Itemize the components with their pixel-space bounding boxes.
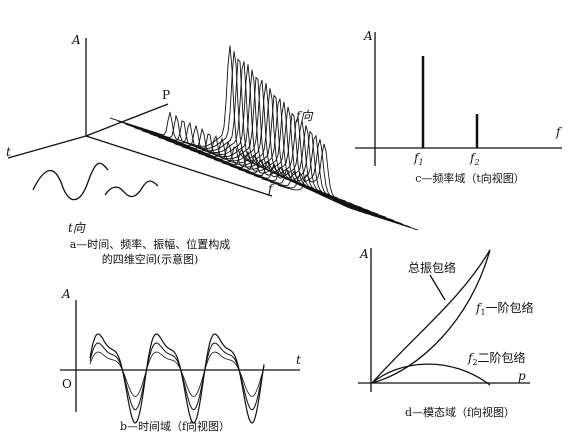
caption: 的四维空间(示意图): [102, 252, 199, 266]
label: f2二阶包络: [467, 350, 526, 367]
panel-a: A P t f向 f t向 a—时间、频率、振幅、位置构成 的四维空间(示意图): [6, 33, 419, 266]
axis: [85, 103, 169, 137]
label: f1: [413, 151, 424, 167]
label: 一阶包络: [486, 300, 534, 315]
label: A: [71, 33, 81, 47]
label: p: [518, 369, 526, 383]
wave: [89, 342, 265, 411]
label: A: [359, 247, 369, 261]
label: t: [296, 353, 301, 367]
spectrum: [277, 143, 419, 231]
wave: [89, 333, 265, 424]
spectrum: [181, 88, 323, 193]
label: t向: [68, 221, 86, 235]
label: O: [62, 377, 72, 391]
label: 二阶包络: [478, 350, 526, 365]
envelope: [371, 249, 491, 384]
spectrum: [261, 134, 403, 225]
label: 总振包络: [408, 260, 456, 275]
label: f: [555, 125, 563, 139]
wave: [89, 351, 265, 397]
label: 2: [472, 358, 477, 367]
label: 1: [418, 158, 423, 167]
label: f向: [295, 109, 313, 123]
label: 2: [473, 158, 479, 167]
caption: b—时间域（f向视图）: [120, 419, 230, 433]
spectrum: [269, 139, 411, 228]
label: f: [413, 151, 421, 165]
label: f2: [469, 151, 480, 167]
label: 1: [480, 308, 485, 317]
wave: [104, 180, 159, 198]
label: f: [267, 182, 275, 196]
axis: [85, 135, 273, 197]
caption: c—频率域（t向视图）: [415, 171, 525, 185]
caption: a—时间、频率、振幅、位置构成: [70, 237, 231, 251]
spectrum: [213, 106, 355, 205]
label: A: [61, 287, 71, 301]
spectrum: [221, 112, 363, 209]
envelope: [371, 249, 491, 384]
leader: [429, 274, 446, 301]
panel-b: A t O b—时间域（f向视图）: [60, 287, 301, 433]
wave: [32, 162, 109, 201]
label: A: [363, 29, 373, 43]
spectrum: [245, 125, 387, 218]
spectrum: [141, 64, 283, 177]
axis: [7, 135, 87, 159]
caption: d—模态域（f向视图）: [405, 405, 515, 419]
label: t: [6, 145, 11, 159]
label: f: [475, 301, 483, 315]
spectrum: [253, 130, 395, 221]
label: P: [162, 88, 170, 102]
label: f1一阶包络: [475, 300, 534, 317]
label: f: [467, 351, 475, 365]
spectrum: [157, 76, 299, 183]
spectrum: [109, 45, 251, 163]
panel-c: A f f1 f2 c—频率域（t向视图）: [355, 29, 563, 185]
envelope: [371, 363, 491, 386]
panel-d: A p 总振包络 f1一阶包络 f2二阶包络 d—模态域（f向视图）: [358, 247, 534, 419]
spectrum: [117, 51, 259, 167]
label: f: [469, 151, 477, 165]
spectrum: [229, 115, 371, 212]
